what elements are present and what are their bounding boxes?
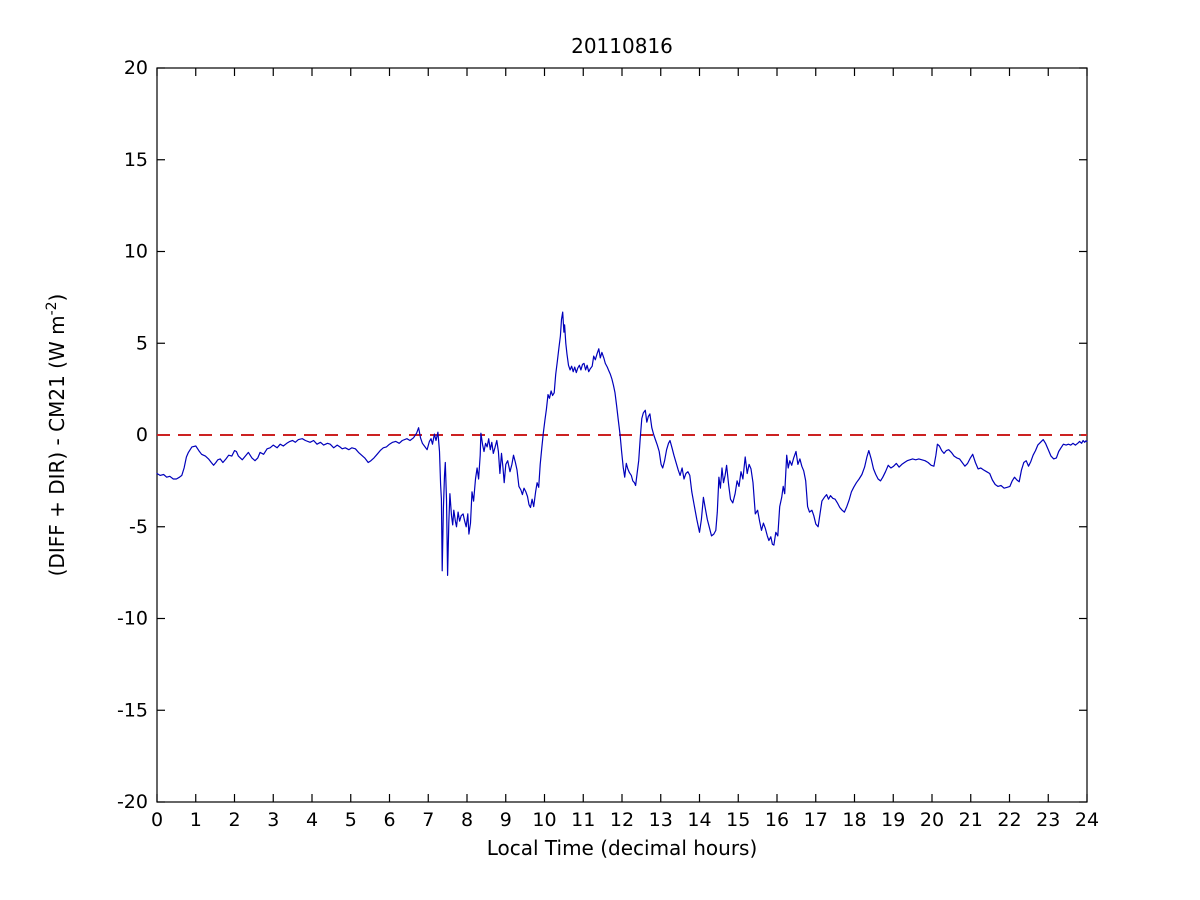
y-axis-label-close: ) bbox=[45, 293, 69, 302]
x-tick-label: 10 bbox=[532, 809, 556, 831]
y-tick-label: 10 bbox=[124, 241, 148, 263]
x-tick-label: 13 bbox=[649, 809, 673, 831]
x-tick-label: 5 bbox=[345, 809, 357, 831]
x-tick-label: 6 bbox=[383, 809, 395, 831]
y-axis-label: (DIFF + DIR) - CM21 (W m-2) bbox=[44, 293, 69, 577]
x-tick-label: 16 bbox=[765, 809, 789, 831]
x-tick-label: 3 bbox=[267, 809, 279, 831]
x-tick-label: 0 bbox=[151, 809, 163, 831]
x-axis-label: Local Time (decimal hours) bbox=[486, 836, 758, 860]
x-tick-label: 21 bbox=[959, 809, 983, 831]
y-axis-ticks: -20 -15 -10 -5 0 5 10 15 20 bbox=[117, 57, 1087, 813]
x-tick-label: 17 bbox=[804, 809, 828, 831]
y-tick-label: 5 bbox=[136, 332, 148, 354]
y-axis-label-text: (DIFF + DIR) - CM21 (W m bbox=[45, 315, 69, 577]
y-tick-label: -5 bbox=[129, 516, 148, 538]
x-tick-label: 4 bbox=[306, 809, 318, 831]
y-tick-label: 20 bbox=[124, 57, 148, 79]
x-tick-label: 19 bbox=[881, 809, 905, 831]
x-tick-label: 15 bbox=[726, 809, 750, 831]
y-axis-label-superscript: -2 bbox=[44, 301, 60, 316]
data-series-line bbox=[156, 311, 1088, 577]
x-tick-label: 9 bbox=[500, 809, 512, 831]
x-tick-label: 7 bbox=[422, 809, 434, 831]
x-tick-label: 2 bbox=[228, 809, 240, 831]
y-tick-label: -15 bbox=[117, 699, 148, 721]
x-tick-label: 14 bbox=[687, 809, 711, 831]
x-tick-label: 11 bbox=[571, 809, 595, 831]
x-tick-label: 22 bbox=[997, 809, 1021, 831]
x-tick-label: 18 bbox=[842, 809, 866, 831]
y-tick-label: -10 bbox=[117, 608, 148, 630]
x-tick-label: 23 bbox=[1036, 809, 1060, 831]
x-tick-label: 1 bbox=[190, 809, 202, 831]
chart-title: 20110816 bbox=[571, 34, 673, 58]
y-tick-label: 15 bbox=[124, 149, 148, 171]
x-tick-label: 12 bbox=[610, 809, 634, 831]
y-tick-label: 0 bbox=[136, 424, 148, 446]
x-axis-ticks: 0 1 2 3 4 5 6 7 8 9 10 11 12 13 14 15 16 17 18 19 20 21 22 23 24 bbox=[151, 68, 1099, 831]
y-tick-label: -20 bbox=[117, 791, 148, 813]
x-tick-label: 8 bbox=[461, 809, 473, 831]
x-tick-label: 20 bbox=[920, 809, 944, 831]
x-tick-label: 24 bbox=[1075, 809, 1099, 831]
